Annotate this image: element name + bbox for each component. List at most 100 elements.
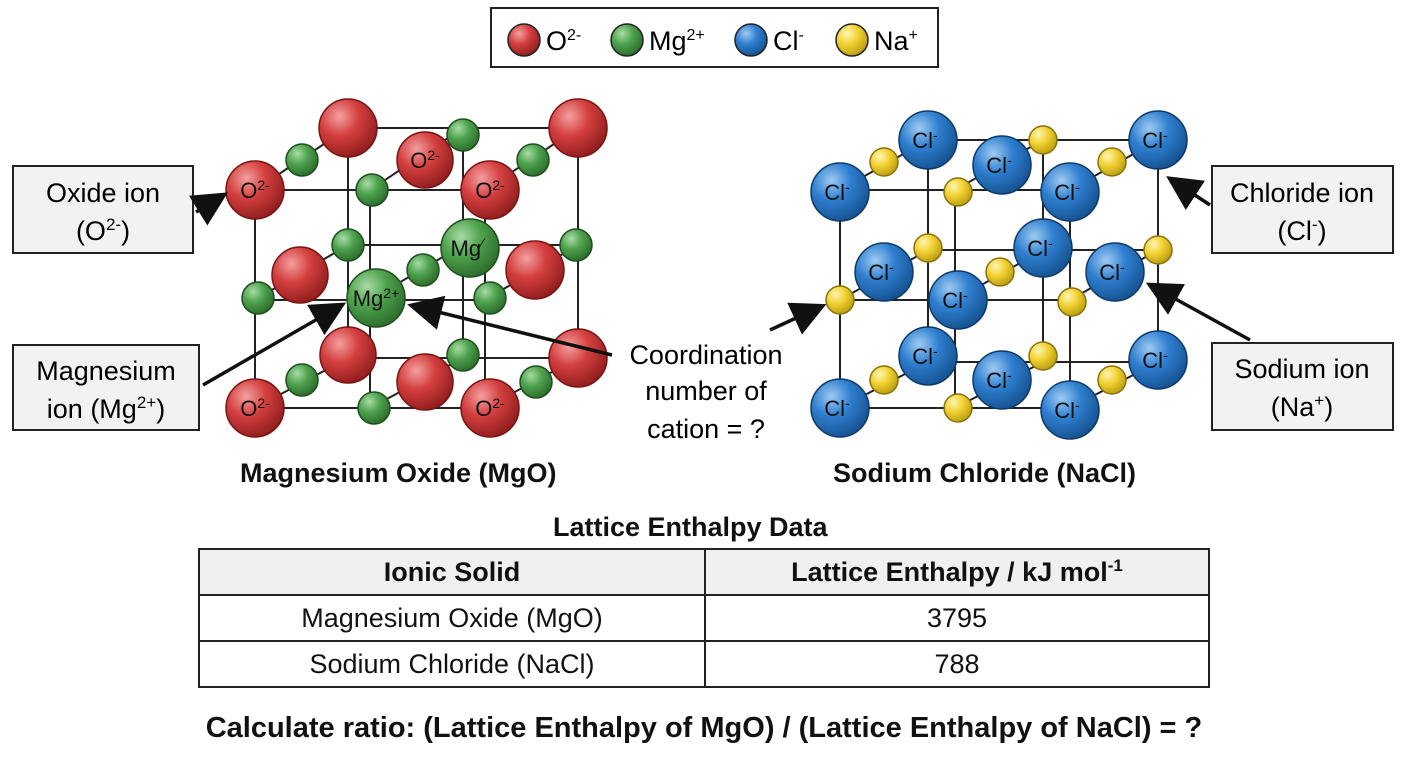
oxide-ion [225,160,285,220]
ion-label-chloride: Cl- [1054,179,1080,205]
chloride-ion [898,326,958,386]
magnesium-ion [519,365,553,399]
ion-label-oxide: O2- [240,395,270,421]
chloride-ion [972,350,1032,410]
chloride-ion [854,242,914,302]
oxide-ion [319,326,377,384]
sodium-ion [985,257,1015,287]
callout-magnesium: Magnesium ion (Mg2+) [12,344,200,431]
legend: O2- Mg2+ Cl- Na+ [490,7,939,68]
magnesium-ion [355,173,389,207]
magnesium-ion [559,228,593,262]
legend-item-magnesium: Mg2+ [610,23,705,57]
ion-label-oxide: O2- [240,177,270,203]
callout-chloride-line1: Chloride ion [1230,178,1374,208]
chloride-ion [1013,218,1073,278]
magnesium-ion [406,253,440,287]
oxide-ion [548,98,608,158]
callout-oxide-line2: (O2-) [76,215,130,246]
ratio-question: Calculate ratio: (Lattice Enthalpy of Mg… [205,712,1203,744]
sodium-ion [1097,147,1127,177]
callout-oxide: Oxide ion (O2-) [12,165,194,254]
magnesium-ion [331,228,365,262]
magnesium-ion [285,363,319,397]
caption-mgo: Magnesium Oxide (MgO) [240,458,557,488]
sodium-ion [825,285,855,315]
magnesium-ion-central [346,268,406,328]
ion-label-chloride: Cl- [986,367,1012,393]
oxide-ion [460,378,520,438]
oxide-ion [505,240,565,300]
callout-sodium-line1: Sodium ion [1234,354,1369,384]
header-lattice-enthalpy-sup: -1 [1107,556,1123,575]
arrow-sodium-icon [1145,282,1251,342]
callout-magnesium-line2: ion (Mg2+) [47,393,165,424]
oxide-ion [396,131,454,189]
lattice-enthalpy-table: Ionic Solid Lattice Enthalpy / kJ mol-1 … [198,548,1210,688]
chloride-ion [898,110,958,170]
header-lattice-enthalpy-text: Lattice Enthalpy / kJ mol [791,557,1108,587]
sodium-ion [943,393,973,423]
ion-label-chloride: Cl- [824,395,850,421]
chloride-ion [1128,330,1188,390]
header-ionic-solid: Ionic Solid [198,548,706,596]
oxide-ion [396,353,454,411]
callout-magnesium-line1: Magnesium [36,356,176,386]
arrow-oxide-icon [188,192,228,226]
sodium-ion [1028,341,1058,371]
sodium-ion [869,365,899,395]
legend-item-chloride: Cl- [734,23,804,57]
callout-chloride: Chloride ion (Cl-) [1211,165,1394,254]
ion-label-magnesium: Mg⁄ [451,235,487,261]
chloride-ion [810,378,870,438]
ion-label-magnesium: Mg2+ [353,285,400,311]
legend-item-oxide: O2- [507,23,581,57]
oxide-ion [271,246,329,304]
svg-text:Na+: Na+ [874,26,918,56]
callout-chloride-line2: (Cl-) [1277,215,1326,246]
ion-label-chloride: Cl- [986,152,1012,178]
coordination-line2: number of [645,376,767,406]
sodium-ion [1097,365,1127,395]
sodium-ion [943,177,973,207]
nacl-ion-labels: Cl- Cl- Cl- Cl- Cl- Cl- Cl- Cl- Cl- Cl- … [824,127,1168,423]
chloride-ion [810,162,870,222]
caption-nacl: Sodium Chloride (NaCl) [833,458,1136,488]
sodium-ion-icon [835,23,869,57]
chloride-ions [810,110,1188,440]
ion-label-chloride: Cl- [942,287,968,313]
mgo-ion-labels: O2- O2- O2- O2- O2- Mg⁄ Mg2+ [240,147,505,421]
chloride-ion-icon [734,23,768,57]
callout-sodium: Sodium ion (Na+) [1211,342,1394,431]
chloride-ion [928,270,988,330]
cell-solid: Magnesium Oxide (MgO) [198,594,706,642]
oxide-ion [460,160,520,220]
chloride-ion [1040,380,1100,440]
table-title: Lattice Enthalpy Data [553,512,828,542]
magnesium-ion [285,143,319,177]
magnesium-ion [473,281,507,315]
magnesium-ion [446,118,480,152]
table-header-row: Ionic Solid Lattice Enthalpy / kJ mol-1 [198,548,1210,596]
callout-oxide-line1: Oxide ion [46,178,160,208]
magnesium-ion [241,281,275,315]
ion-label-chloride: Cl- [1054,397,1080,423]
magnesium-ion [516,143,550,177]
oxide-ion-icon [507,23,541,57]
sodium-ion [913,233,943,263]
ion-label-chloride: Cl- [868,259,894,285]
ion-label-chloride: Cl- [912,127,938,153]
chloride-ion [1128,110,1188,170]
magnesium-ions [241,118,593,425]
ion-label-chloride: Cl- [1027,235,1053,261]
arrow-chloride-icon [1166,176,1211,211]
magnesium-ion [446,338,480,372]
cell-solid: Sodium Chloride (NaCl) [198,640,706,688]
table-row: Sodium Chloride (NaCl) 788 [198,640,1210,688]
coordination-line3: cation = ? [647,414,765,444]
arrow-magnesium-icon [202,302,347,387]
ion-label-chloride: Cl- [1142,127,1168,153]
sodium-ions [825,125,1173,423]
oxide-ion [225,378,285,438]
header-lattice-enthalpy: Lattice Enthalpy / kJ mol-1 [704,548,1210,596]
